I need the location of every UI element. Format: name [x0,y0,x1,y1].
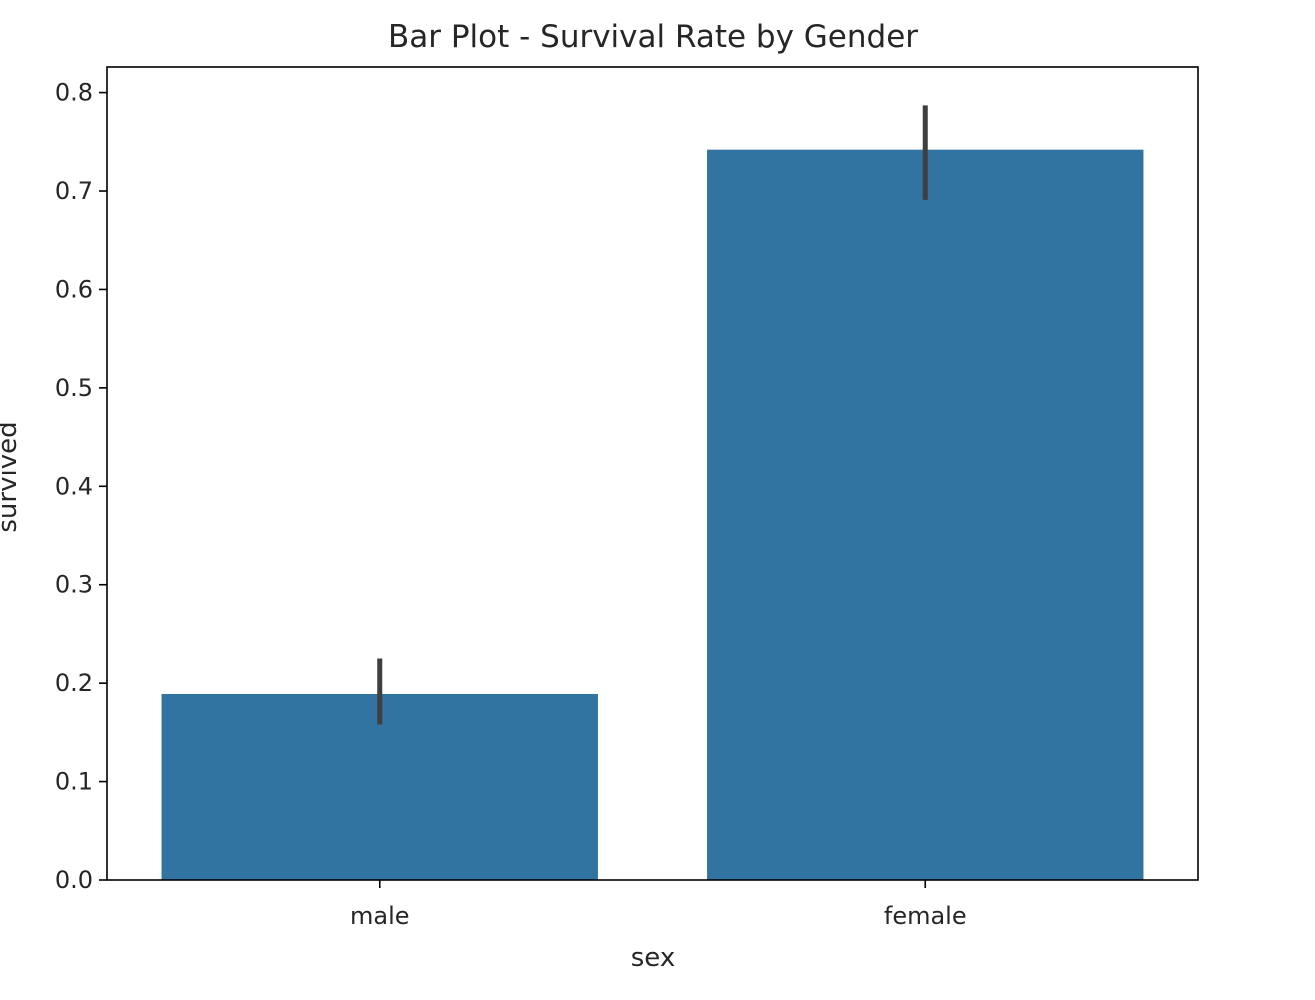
x-tick-label-female: female [884,902,967,930]
y-tick-label: 0.0 [55,866,93,894]
y-tick-label: 0.8 [55,79,93,107]
y-tick-label: 0.1 [55,768,93,796]
y-tick-label: 0.6 [55,275,93,303]
bar-female [707,149,1144,880]
y-axis-label: survived [0,421,23,532]
y-tick-label: 0.5 [55,374,93,402]
y-tick-label: 0.2 [55,669,93,697]
error-bars-layer [377,105,928,725]
x-axis-label: sex [631,943,675,973]
y-tick-label: 0.7 [55,177,93,205]
x-tick-label-male: male [350,902,410,930]
y-axis-ticks: 0.0 0.1 0.2 0.3 0.4 0.5 0.6 0.7 0.8 [55,79,107,894]
plot-area-frame [106,66,1199,881]
bars-layer [161,149,1144,880]
y-tick-label: 0.4 [55,472,93,500]
bar-male [161,693,598,880]
x-axis-ticks: male female [350,880,967,930]
chart-title: Bar Plot - Survival Rate by Gender [388,19,918,55]
y-tick-label: 0.3 [55,571,93,599]
